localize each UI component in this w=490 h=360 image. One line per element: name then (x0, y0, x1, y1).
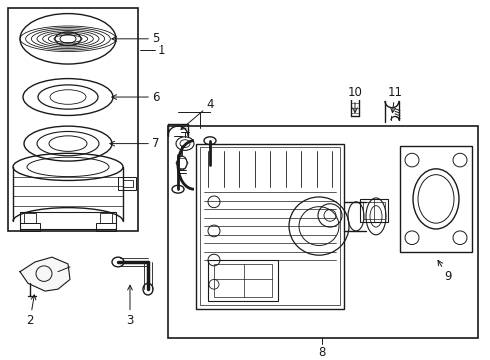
Bar (24, 213, 36, 223)
Bar (360, 199, 388, 222)
Text: 6: 6 (112, 90, 160, 104)
Bar (8, 8, 138, 231)
Bar (123, 180, 133, 187)
Bar (20, 212, 116, 229)
Bar (214, 264, 272, 297)
Bar (400, 145, 472, 252)
Polygon shape (20, 257, 70, 291)
Bar (96, 223, 116, 231)
Bar (100, 213, 112, 223)
Bar (363, 202, 385, 219)
Text: 3: 3 (126, 285, 134, 327)
Bar (168, 126, 478, 338)
Text: 5: 5 (112, 32, 160, 45)
Bar (208, 260, 278, 301)
Text: 10: 10 (347, 86, 363, 113)
Bar (20, 223, 40, 231)
Bar (200, 148, 340, 305)
Text: 7: 7 (110, 137, 160, 150)
Text: 1: 1 (158, 44, 166, 57)
Text: 4: 4 (181, 98, 214, 130)
Text: 11: 11 (388, 86, 402, 113)
Bar (196, 144, 344, 309)
Text: 2: 2 (26, 295, 36, 327)
Text: 8: 8 (318, 346, 326, 359)
Text: 9: 9 (438, 260, 452, 283)
Bar (118, 177, 136, 190)
